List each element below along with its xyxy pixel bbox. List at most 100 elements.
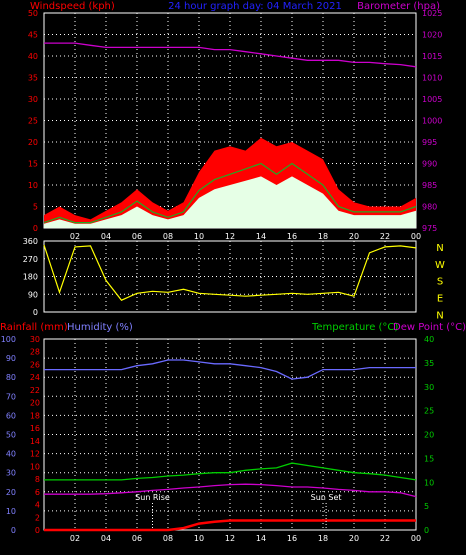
tick-label: 60 xyxy=(6,411,16,420)
rainfall-line xyxy=(44,519,416,532)
tick-label: 995 xyxy=(422,138,437,147)
windspeed-label: Windspeed (kph) xyxy=(30,1,115,12)
tick-label: 0 xyxy=(33,224,38,233)
tick-label: 30 xyxy=(28,95,38,104)
tick-label: 45 xyxy=(28,31,38,40)
tick-label: 1020 xyxy=(422,31,442,40)
barometer-axis: 975 980 985 990 995 1000 1005 1010 1015 1020 1025 xyxy=(422,9,442,233)
x-tick-label: 16 xyxy=(287,232,297,241)
tick-label: 28 xyxy=(30,348,40,357)
compass-label: W xyxy=(435,260,445,271)
tick-label: 1005 xyxy=(422,95,442,104)
compass-label: S xyxy=(437,277,443,288)
rainfall-label: Rainfall (mm) xyxy=(0,322,68,333)
env-panel xyxy=(43,338,417,531)
x-tick-label: 14 xyxy=(256,232,266,241)
x-tick-label: 16 xyxy=(287,534,297,543)
x-tick-label: 14 xyxy=(256,534,266,543)
tick-label: 50 xyxy=(6,431,16,440)
x-tick-label: 08 xyxy=(163,232,173,241)
x-tick-label: 10 xyxy=(194,534,204,543)
tick-label: 2 xyxy=(35,513,40,522)
tick-label: 20 xyxy=(6,488,16,497)
wind-left-axis: 0 5 10 15 20 25 30 35 40 45 50 xyxy=(28,9,38,233)
dewpoint-line xyxy=(44,483,417,498)
direction-axis: 0 90 180 270 360 xyxy=(23,237,38,317)
temperature-axis: 0 5 10 15 20 25 30 35 40 xyxy=(424,335,434,535)
tick-label: 360 xyxy=(23,237,38,246)
x-tick-label: 20 xyxy=(349,232,359,241)
x-tick-label: 00 xyxy=(411,534,421,543)
tick-label: 8 xyxy=(35,475,40,484)
x-tick-label: 18 xyxy=(318,232,328,241)
tick-label: 1025 xyxy=(422,9,442,18)
tick-label: 20 xyxy=(424,431,434,440)
compass-label: E xyxy=(437,294,443,305)
tick-label: 5 xyxy=(424,502,429,511)
tick-label: 10 xyxy=(30,462,40,471)
tick-label: 10 xyxy=(424,478,434,487)
tick-label: 35 xyxy=(28,74,38,83)
wind-direction-line xyxy=(43,244,417,301)
tick-label: 4 xyxy=(35,501,40,510)
tick-label: 6 xyxy=(35,488,40,497)
temperature-line xyxy=(44,462,417,481)
tick-label: 24 xyxy=(30,373,40,382)
tick-label: 20 xyxy=(28,138,38,147)
avg-wind-line xyxy=(43,162,417,224)
tick-label: 40 xyxy=(6,450,16,459)
x-tick-label: 06 xyxy=(132,534,142,543)
tick-label: 26 xyxy=(30,360,40,369)
sun-set-label: Sun Set xyxy=(311,493,342,502)
tick-label: 30 xyxy=(30,335,40,344)
tick-label: 10 xyxy=(28,181,38,190)
sun-rise-label: Sun Rise xyxy=(135,493,170,502)
tick-label: 40 xyxy=(424,335,434,344)
dewpoint-label: Dew Point (°C) xyxy=(393,322,466,333)
pressure-line xyxy=(44,42,417,68)
x-tick-label: 20 xyxy=(349,534,359,543)
tick-label: 0 xyxy=(424,526,429,535)
tick-label: 16 xyxy=(30,424,40,433)
tick-label: 14 xyxy=(30,437,40,446)
tick-label: 0 xyxy=(35,526,40,535)
tick-label: 1000 xyxy=(422,117,442,126)
wind-x-axis: 02 04 06 08 10 12 14 16 18 20 22 00 xyxy=(70,232,421,241)
tick-label: 18 xyxy=(30,411,40,420)
tick-label: 990 xyxy=(422,160,437,169)
x-tick-label: 06 xyxy=(132,232,142,241)
wind-series xyxy=(43,42,417,228)
x-tick-label: 12 xyxy=(225,534,235,543)
tick-label: 90 xyxy=(28,290,38,299)
humidity-axis: 0 10 20 30 40 50 60 70 80 90 100 xyxy=(1,335,16,535)
x-tick-label: 02 xyxy=(70,534,80,543)
x-tick-label: 04 xyxy=(101,232,111,241)
tick-label: 15 xyxy=(28,160,38,169)
tick-label: 80 xyxy=(6,373,16,382)
humidity-line xyxy=(44,359,416,380)
tick-label: 1010 xyxy=(422,74,442,83)
tick-label: 40 xyxy=(28,52,38,61)
tick-label: 25 xyxy=(424,407,434,416)
wind-speed-area xyxy=(44,176,416,228)
env-x-axis: 02 04 06 08 10 12 14 16 18 20 22 00 xyxy=(70,534,421,543)
direction-panel xyxy=(43,240,417,313)
tick-label: 270 xyxy=(23,255,38,264)
compass-label: N xyxy=(436,310,443,321)
env-series xyxy=(44,359,417,532)
x-tick-label: 22 xyxy=(380,232,390,241)
tick-label: 100 xyxy=(1,335,16,344)
tick-label: 50 xyxy=(28,9,38,18)
x-tick-label: 08 xyxy=(163,534,173,543)
x-tick-label: 04 xyxy=(101,534,111,543)
tick-label: 15 xyxy=(424,454,434,463)
tick-label: 22 xyxy=(30,386,40,395)
x-tick-label: 18 xyxy=(318,534,328,543)
direction-series xyxy=(43,244,417,301)
tick-label: 30 xyxy=(424,383,434,392)
tick-label: 35 xyxy=(424,359,434,368)
tick-label: 0 xyxy=(33,308,38,317)
